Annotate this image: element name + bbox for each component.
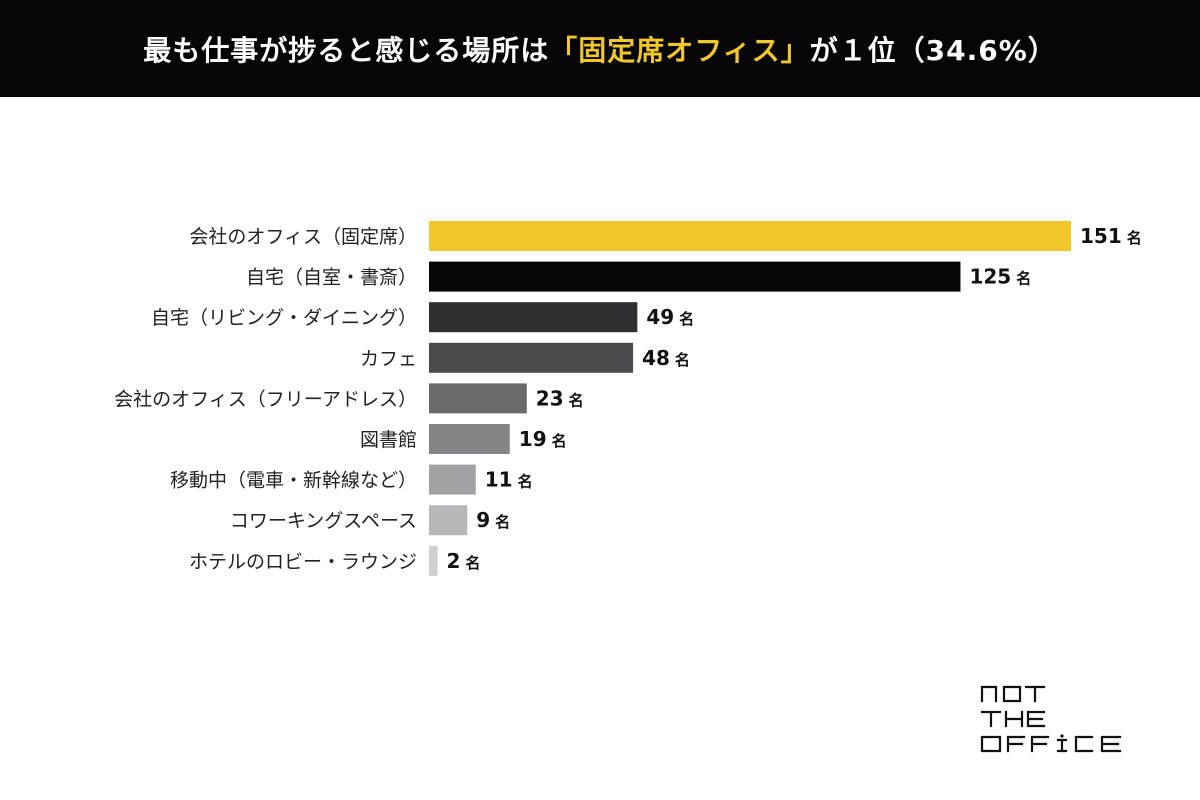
category-label: 会社のオフィス（フリーアドレス） [114,388,417,410]
category-label: カフェ [360,348,417,370]
value-label: 11 名 [485,468,533,492]
value-label: 23 名 [536,386,584,410]
bar [429,261,961,292]
bar [429,342,634,373]
value-label: 125 名 [969,265,1031,289]
category-label: 図書館 [360,429,417,451]
category-label: 自宅（リビング・ダイニング） [151,307,417,329]
value-label: 48 名 [642,346,690,370]
bar [429,221,1071,251]
bar [429,464,476,495]
value-label: 19 名 [519,427,567,451]
category-label: 自宅（自室・書斎） [246,267,417,289]
title-prefix: 最も仕事が捗ると感じる場所は [143,33,550,67]
category-label: 会社のオフィス（固定席） [189,226,417,248]
value-label: 49 名 [646,305,694,329]
bar [429,505,468,536]
title-bar: 最も仕事が捗ると感じる場所は「固定席オフィス」が１位（34.6%） [0,0,1200,97]
bar [429,383,527,414]
bar [429,545,438,576]
category-label: ホテルのロビー・ラウンジ [189,551,417,573]
category-label: コワーキングスペース [230,510,417,532]
title-suffix: が１位（34.6%） [809,33,1057,67]
bar [429,302,638,333]
value-label: 151 名 [1080,224,1142,248]
bar [429,424,510,454]
chart-title: 最も仕事が捗ると感じる場所は「固定席オフィス」が１位（34.6%） [143,29,1057,69]
title-highlight: 「固定席オフィス」 [549,33,810,67]
category-label: 移動中（電車・新幹線など） [170,470,417,492]
not-the-office-logo [980,685,1122,753]
